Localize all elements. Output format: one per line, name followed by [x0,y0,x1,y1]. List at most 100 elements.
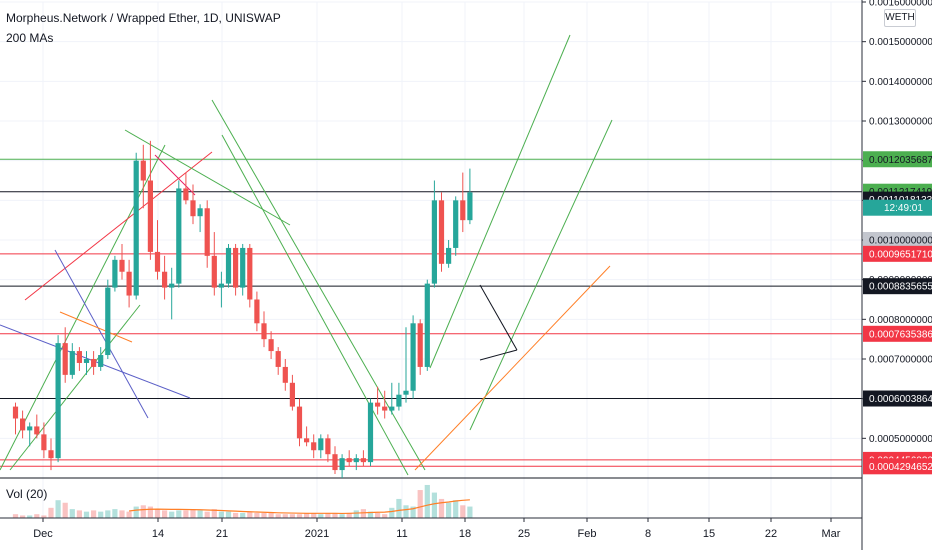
trend-line [414,265,611,471]
candle-body [403,390,409,395]
candle-body [311,442,317,451]
time-tick-label: Dec [33,528,53,540]
candle-body [133,160,139,296]
candle-body [62,343,68,375]
price-label-text: 0.0010000000 [869,236,932,247]
trend-line [9,304,141,471]
candle-body [176,188,182,284]
volume-bar [48,507,54,518]
price-tick-label: 0.0014000000 [869,77,932,88]
volume-bar [304,512,310,518]
candle-body [76,351,82,363]
volume-bar [382,514,388,518]
volume-bar [76,510,82,518]
volume-bar [162,510,168,518]
volume-bar [218,511,224,518]
candle-body [382,406,388,411]
price-tick-label: 0.0007000000 [869,355,932,366]
volume-bar [325,512,331,518]
candle-body [389,406,395,411]
candle-body [325,438,331,455]
trend-line [154,154,196,196]
volume-bar [12,514,19,518]
volume-bar [346,512,352,518]
candle-body [218,283,224,288]
candle-body [367,402,374,463]
price-label-box [863,458,932,475]
candle-body [467,192,473,221]
volume-bar [105,510,111,518]
time-tick-label: 2021 [305,528,329,540]
trend-line [24,151,213,301]
volume-bar [375,512,381,518]
time-tick-label: 15 [703,528,715,540]
volume-label: Vol (20) [6,487,48,501]
volume-bar [41,515,47,518]
candle-body [211,255,217,288]
candle-body [247,247,253,300]
volume-bar [190,509,196,518]
volume-bar [183,510,189,518]
trend-line [469,119,613,431]
price-tick-label: 0.0008000000 [869,315,932,326]
candle-body [197,208,203,217]
volume-bar [112,509,118,518]
volume-bar [176,510,182,518]
price-tick-label: 0.0005000000 [869,434,932,445]
volume-ma-line [129,499,470,515]
volume-bar [311,512,317,518]
trend-line [59,311,133,343]
volume-bar [360,509,366,518]
trend-line [479,284,518,351]
countdown-text: 12:49:01 [884,203,923,214]
candle-body [275,351,281,367]
volume-bar [396,498,402,518]
candle-body [282,366,288,383]
volume-bar [417,490,423,518]
candle-body [453,200,459,248]
volume-bar [147,506,153,518]
candle-body [154,251,161,272]
price-label-box [863,278,932,295]
volume-bar [339,514,345,518]
price-label-box [863,325,932,342]
volume-bar [233,512,239,518]
candle-body [20,418,26,431]
candle-body [240,247,246,288]
candle-body [339,458,345,471]
volume-bar [98,511,104,518]
candle-body [83,359,90,363]
quote-currency-badge[interactable]: WETH [884,9,916,27]
price-label-text: 0.0006003864 [869,394,932,405]
volume-bar [27,515,33,518]
candle-body [410,323,416,391]
price-label-box [863,232,932,248]
price-label-text: 0.0008835655 [869,282,932,293]
volume-bar [126,511,132,518]
candle-body [126,271,132,296]
candle-body [254,299,260,324]
candle-body [353,458,359,463]
price-label-text: 0.0007635386 [869,329,932,340]
trend-line [429,34,571,369]
candle-body [27,426,33,431]
volume-bar [389,507,395,518]
candle-body [34,426,40,435]
candle-body [360,458,366,463]
candle-body [69,351,75,375]
volume-bar [446,502,452,518]
volume-bar [62,502,68,518]
candle-body [41,434,47,451]
volume-bar [83,511,90,518]
volume-bar [154,509,161,518]
candle-body [55,343,61,459]
trend-line [479,349,518,361]
candle-body [91,359,97,367]
price-label-text: 0.0009651710 [869,249,932,260]
candle-body [424,283,430,367]
volume-bar [282,514,288,518]
candle-body [346,458,352,463]
candle-body [183,188,189,201]
candle-body [460,200,466,221]
price-tick-label: 0.0015000000 [869,37,932,48]
